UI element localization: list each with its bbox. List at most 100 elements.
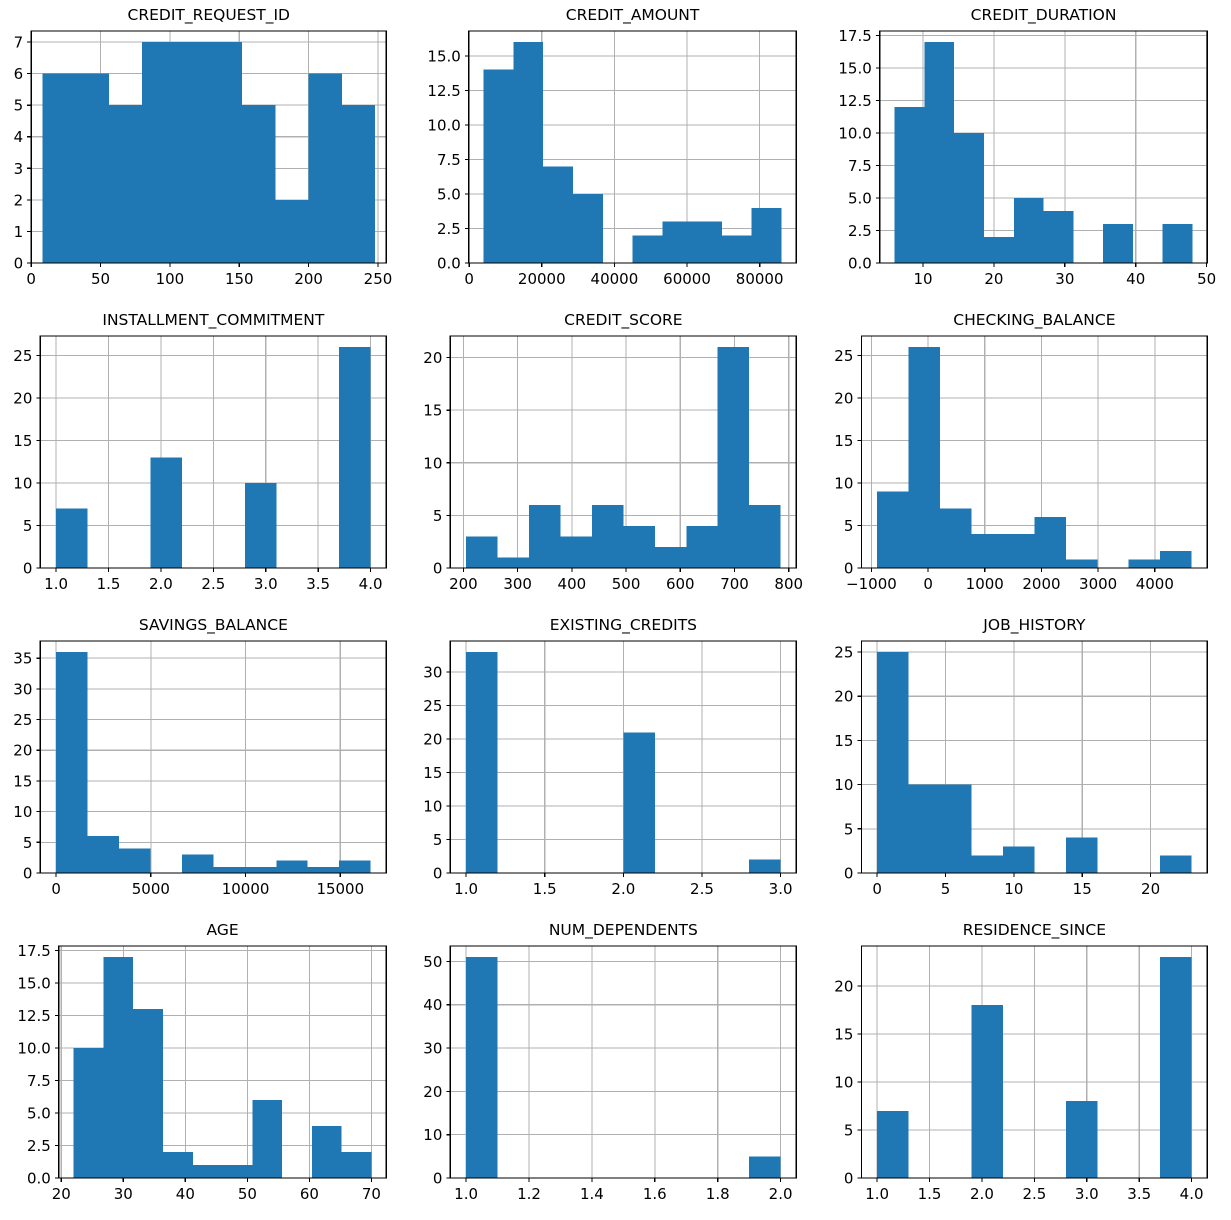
y-tick-label: 5 bbox=[433, 507, 443, 525]
y-tick-label: 0.0 bbox=[848, 255, 872, 273]
y-axis-ticks: 0 10 20 30 40 50 bbox=[424, 953, 451, 1188]
x-tick-label: 15 bbox=[1072, 880, 1091, 898]
y-tick-label: 5 bbox=[844, 820, 854, 838]
y-tick-label: 0.0 bbox=[27, 1169, 51, 1187]
histogram-bars bbox=[42, 42, 376, 263]
plot-canvas: CREDIT_SCORE 200 300 400 500 600 700 800 0 5 10 15 2… bbox=[424, 311, 804, 593]
x-tick-label: 50 bbox=[1197, 270, 1216, 288]
y-tick-label: 0 bbox=[844, 1170, 854, 1188]
x-tick-label: 0 bbox=[26, 270, 36, 288]
x-tick-label: 2.0 bbox=[769, 1185, 793, 1203]
x-tick-label: 3.5 bbox=[1127, 1185, 1151, 1203]
y-tick-label: 15.0 bbox=[17, 975, 50, 993]
x-tick-label: 5000 bbox=[132, 880, 170, 898]
subplot-age: AGE 20 30 40 50 60 70 0.0 2.5 5.0 7.5 10.0 12.5 15.0 1… bbox=[0, 915, 410, 1220]
x-tick-label: 0 bbox=[923, 575, 933, 593]
x-axis-ticks: 20 30 40 50 60 70 bbox=[52, 1178, 381, 1203]
y-tick-label: 10 bbox=[424, 454, 443, 472]
y-tick-label: 0 bbox=[433, 864, 443, 882]
y-tick-label: 20 bbox=[424, 349, 443, 367]
y-tick-label: 20 bbox=[424, 731, 443, 749]
y-tick-label: 25 bbox=[13, 711, 32, 729]
y-tick-label: 15 bbox=[834, 1025, 853, 1043]
x-tick-label: 0 bbox=[465, 270, 475, 288]
plot-title: CREDIT_AMOUNT bbox=[566, 6, 700, 25]
axes-spines bbox=[468, 30, 798, 264]
x-tick-label: 10 bbox=[1004, 880, 1023, 898]
x-axis-ticks: 1.0 1.2 1.4 1.6 1.8 2.0 bbox=[455, 1178, 793, 1203]
subplot-credit-amount: CREDIT_AMOUNT 0 20000 40000 60000 80000 0.0 2.5… bbox=[410, 0, 820, 305]
x-tick-label: 2.0 bbox=[612, 880, 636, 898]
plot-canvas: INSTALLMENT_COMMITMENT 1.0 1.5 2.0 2.5 3.0 3.5… bbox=[13, 311, 387, 593]
y-tick-label: 5 bbox=[14, 97, 24, 115]
x-tick-label: 250 bbox=[364, 270, 393, 288]
y-axis-ticks: 0 5 10 15 20 bbox=[834, 977, 862, 1188]
y-tick-label: 5.0 bbox=[848, 190, 872, 208]
x-tick-label: 0 bbox=[872, 880, 882, 898]
y-tick-label: 5 bbox=[23, 834, 33, 852]
y-axis-ticks: 0.0 2.5 5.0 7.5 10.0 12.5 15.0 17.5 bbox=[838, 27, 880, 273]
x-tick-label: 1.0 bbox=[455, 880, 479, 898]
x-axis-ticks: 1.0 1.5 2.0 2.5 3.0 3.5 4.0 bbox=[865, 1178, 1203, 1203]
plot-title: CREDIT_SCORE bbox=[564, 311, 682, 330]
y-tick-label: 10 bbox=[834, 776, 853, 794]
x-tick-label: 1.0 bbox=[44, 575, 68, 593]
y-tick-label: 40 bbox=[424, 996, 443, 1014]
x-tick-label: 20 bbox=[52, 1185, 71, 1203]
x-tick-label: 400 bbox=[558, 575, 587, 593]
y-axis-ticks: 0 5 10 15 20 25 30 35 bbox=[13, 650, 41, 883]
y-tick-label: 25 bbox=[834, 347, 853, 365]
x-tick-label: 1.0 bbox=[455, 1185, 479, 1203]
x-tick-label: 3000 bbox=[1079, 575, 1117, 593]
x-tick-label: 4.0 bbox=[359, 575, 383, 593]
plot-title: EXISTING_CREDITS bbox=[550, 616, 697, 635]
plot-title: CREDIT_REQUEST_ID bbox=[128, 6, 290, 25]
x-tick-label: 1.5 bbox=[917, 1185, 941, 1203]
plot-title: INSTALLMENT_COMMITMENT bbox=[102, 311, 324, 330]
subplot-credit-request-id: CREDIT_REQUEST_ID 0 50 100 150 200 250 0 1 2 3 4 5 6 7 bbox=[0, 0, 410, 305]
histogram-bars bbox=[56, 652, 371, 873]
axes-spines bbox=[450, 335, 798, 569]
x-tick-label: 2.5 bbox=[201, 575, 225, 593]
y-tick-label: 5 bbox=[844, 1121, 854, 1139]
y-tick-label: 20 bbox=[424, 1083, 443, 1101]
x-tick-label: 1.5 bbox=[533, 880, 557, 898]
y-axis-ticks: 0 5 10 15 20 25 bbox=[834, 644, 862, 882]
y-tick-label: 17.5 bbox=[838, 27, 871, 45]
y-tick-label: 20 bbox=[13, 742, 32, 760]
x-tick-label: 40000 bbox=[591, 270, 639, 288]
subplot-num-dependents: NUM_DEPENDENTS 1.0 1.2 1.4 1.6 1.8 2.0 0 10 20 30 4… bbox=[410, 915, 820, 1220]
x-tick-label: 2.0 bbox=[970, 1185, 994, 1203]
y-tick-label: 10 bbox=[834, 1073, 853, 1091]
y-axis-ticks: 0 5 10 15 20 25 bbox=[834, 347, 862, 577]
gridlines bbox=[40, 336, 387, 569]
x-tick-label: 1.2 bbox=[517, 1185, 541, 1203]
y-tick-label: 7 bbox=[14, 34, 24, 52]
x-axis-ticks: 10 20 30 40 50 bbox=[913, 263, 1216, 288]
y-tick-label: 3 bbox=[14, 160, 24, 178]
y-tick-label: 5.0 bbox=[27, 1105, 51, 1123]
y-tick-label: 15 bbox=[834, 732, 853, 750]
y-tick-label: 10 bbox=[834, 475, 853, 493]
y-tick-label: 15.0 bbox=[428, 47, 461, 65]
x-tick-label: 1000 bbox=[965, 575, 1003, 593]
x-tick-label: 20000 bbox=[518, 270, 566, 288]
y-tick-label: 10 bbox=[424, 1126, 443, 1144]
plot-canvas: SAVINGS_BALANCE 0 5000 10000 15000 0 5 10 15 20 25… bbox=[13, 616, 387, 898]
x-tick-label: 50 bbox=[238, 1185, 257, 1203]
y-tick-label: 30 bbox=[13, 680, 32, 698]
plot-title: CHECKING_BALANCE bbox=[953, 311, 1115, 330]
x-tick-label: 1.8 bbox=[706, 1185, 730, 1203]
histogram-bars bbox=[876, 957, 1192, 1178]
x-tick-label: 60000 bbox=[664, 270, 712, 288]
x-tick-label: 3.0 bbox=[769, 880, 793, 898]
x-tick-label: 100 bbox=[156, 270, 185, 288]
histogram-bars bbox=[56, 347, 371, 568]
x-tick-label: 200 bbox=[449, 575, 478, 593]
y-tick-label: 30 bbox=[424, 1040, 443, 1058]
x-axis-ticks: 200 300 400 500 600 700 800 bbox=[449, 568, 803, 593]
y-tick-label: 6 bbox=[14, 65, 24, 83]
y-tick-label: 5 bbox=[844, 517, 854, 535]
x-tick-label: 30 bbox=[1055, 270, 1074, 288]
